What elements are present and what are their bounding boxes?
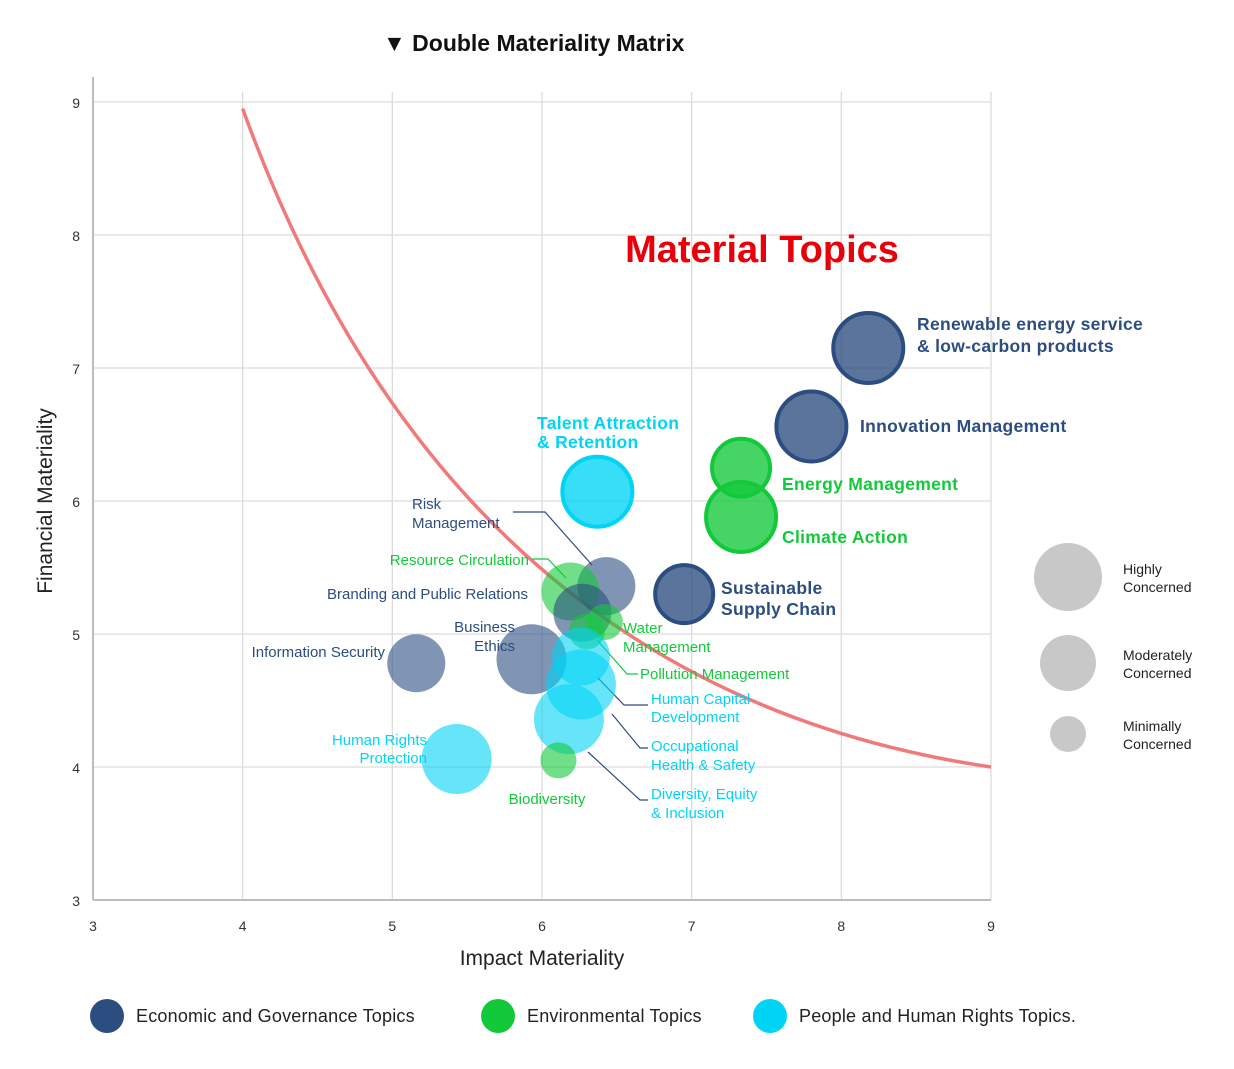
point-label: Occupational <box>651 738 739 755</box>
size-key-label-3-a: Minimally <box>1123 718 1181 734</box>
chart-title-text: Double Materiality Matrix <box>412 30 685 56</box>
leader-line <box>513 511 593 566</box>
legend-swatch-economic <box>90 999 124 1033</box>
leader-line <box>611 713 648 749</box>
point-renewable-energy-service-low-carbon-products[interactable]: Renewable energy service& low-carbon pro… <box>831 311 1143 386</box>
point-label: Protection <box>359 750 427 767</box>
bubble <box>540 742 577 779</box>
point-label: Ethics <box>474 638 515 655</box>
size-key-label-1-a: Highly <box>1123 561 1162 577</box>
size-key-label-2-b: Concerned <box>1123 665 1192 681</box>
y-tick-label-9: 9 <box>72 95 80 111</box>
bubble <box>704 479 779 554</box>
point-label: Management <box>412 515 500 532</box>
point-label: Sustainable <box>721 578 823 598</box>
chart-title: ▼ Double Materiality Matrix <box>383 30 684 57</box>
leader-line <box>587 751 648 801</box>
point-label: Information Security <box>252 644 386 661</box>
point-talent-attraction-retention[interactable]: Talent Attraction& Retention <box>537 413 679 529</box>
size-key-circle-3 <box>1050 716 1086 752</box>
size-key-label-1-b: Concerned <box>1123 579 1192 595</box>
legend-item-environmental[interactable]: Environmental Topics <box>481 998 702 1034</box>
legend-item-people[interactable]: People and Human Rights Topics. <box>753 998 1076 1034</box>
threshold-curve <box>241 108 992 769</box>
legend-item-economic[interactable]: Economic and Governance Topics <box>90 998 415 1034</box>
size-key-label-3-b: Concerned <box>1123 736 1192 752</box>
size-key-circle-2 <box>1040 635 1096 691</box>
point-label: Biodiversity <box>509 791 586 808</box>
size-key-label-2-a: Moderately <box>1123 647 1192 663</box>
point-label: Risk <box>412 496 442 513</box>
y-tick-label-5: 5 <box>72 627 80 643</box>
legend-swatch-environmental <box>481 999 515 1033</box>
y-tick-label-7: 7 <box>72 361 80 377</box>
x-tick-label-8: 8 <box>837 918 845 934</box>
x-tick-label-7: 7 <box>688 918 696 934</box>
point-label: & low-carbon products <box>917 336 1114 356</box>
point-label: Management <box>623 639 711 656</box>
point-information-security[interactable]: Information Security <box>252 634 446 693</box>
point-label: Business <box>454 619 515 636</box>
point-label: Water <box>623 620 662 637</box>
point-label: & Retention <box>537 432 639 452</box>
point-label: Innovation Management <box>860 416 1067 436</box>
point-label: Talent Attraction <box>537 413 679 433</box>
x-tick-label-6: 6 <box>538 918 546 934</box>
bubble <box>421 724 492 795</box>
x-tick-label-5: 5 <box>388 918 396 934</box>
point-label: Human Rights <box>332 732 427 749</box>
x-tick-label-9: 9 <box>987 918 995 934</box>
y-tick-label-3: 3 <box>72 893 80 909</box>
material-topics-label: Material Topics <box>625 229 899 271</box>
point-label: Energy Management <box>782 474 958 494</box>
point-label: Diversity, Equity <box>651 786 758 803</box>
point-label: Resource Circulation <box>390 552 529 569</box>
point-label: Health & Safety <box>651 757 756 774</box>
point-label: Branding and Public Relations <box>327 586 528 603</box>
y-tick-label-4: 4 <box>72 760 80 776</box>
bubble <box>831 311 906 386</box>
y-tick-label-8: 8 <box>72 228 80 244</box>
y-tick-label-6: 6 <box>72 494 80 510</box>
x-tick-label-3: 3 <box>89 918 97 934</box>
point-label: Development <box>651 709 740 726</box>
x-axis-label: Impact Materiality <box>460 947 625 970</box>
size-key-circle-1 <box>1034 543 1102 611</box>
point-label: Human Capital <box>651 691 750 708</box>
legend-label-economic: Economic and Governance Topics <box>136 1005 415 1026</box>
point-innovation-management[interactable]: Innovation Management <box>774 389 1067 464</box>
y-axis-label: Financial Materiality <box>34 408 57 594</box>
legend-swatch-people <box>753 999 787 1033</box>
point-label: & Inclusion <box>651 805 724 822</box>
point-label: Pollution Management <box>640 666 790 683</box>
point-label: Climate Action <box>782 527 908 547</box>
leader-line <box>532 558 567 579</box>
point-biodiversity[interactable]: Biodiversity <box>509 742 586 808</box>
point-label: Supply Chain <box>721 599 836 619</box>
point-energy-management[interactable]: Energy Management <box>710 436 958 499</box>
x-tick-label-4: 4 <box>239 918 247 934</box>
point-label: Renewable energy service <box>917 314 1143 334</box>
legend-label-environmental: Environmental Topics <box>527 1005 702 1026</box>
bubble <box>533 684 604 755</box>
bubble <box>560 454 635 529</box>
point-water-management[interactable]: Water Management <box>586 604 712 656</box>
legend-label-people: People and Human Rights Topics. <box>799 1005 1077 1026</box>
bubble <box>387 634 446 693</box>
bubble <box>653 563 716 626</box>
bubble <box>774 389 849 464</box>
collapse-triangle-icon[interactable]: ▼ <box>383 30 406 56</box>
point-diversity-equity-inclusion[interactable]: Diversity, Equity & Inclusion <box>533 684 758 822</box>
point-climate-action[interactable]: Climate Action <box>704 479 908 554</box>
